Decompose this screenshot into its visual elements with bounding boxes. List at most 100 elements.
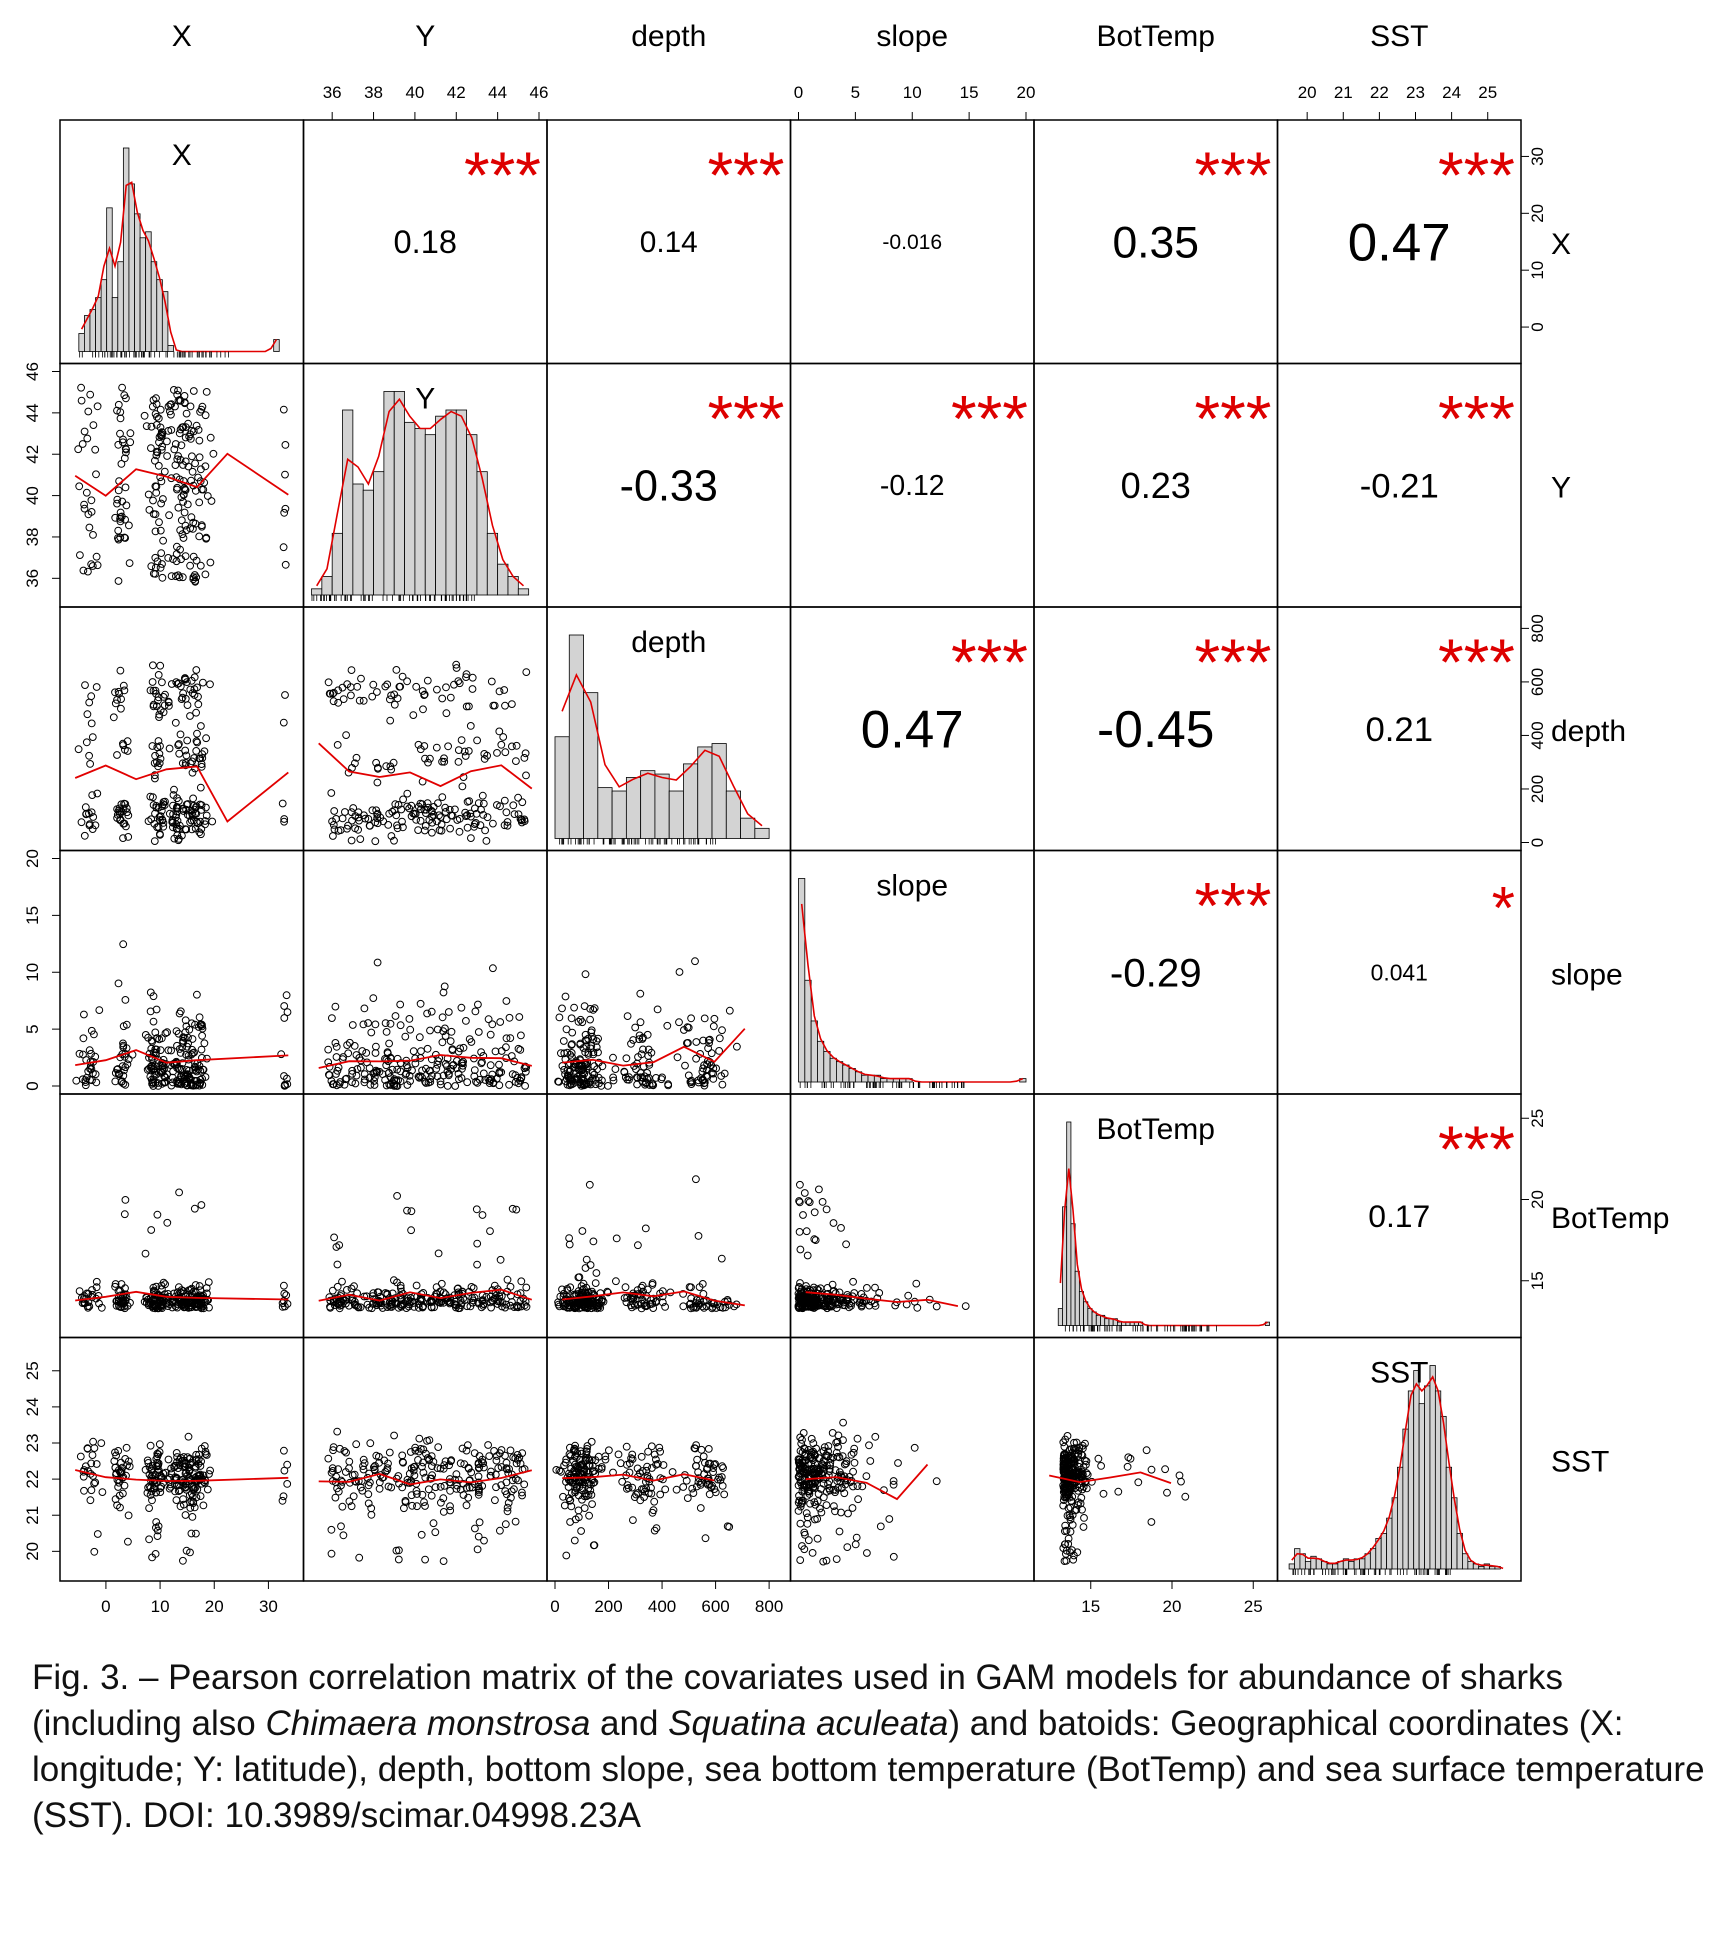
scatter-point <box>198 1081 207 1089</box>
scatter-point <box>92 470 100 479</box>
histogram-bar <box>1386 1517 1393 1570</box>
scatter-point <box>568 1028 577 1037</box>
scatter-point <box>331 1493 340 1502</box>
scatter-point <box>399 1458 408 1467</box>
scatter-point <box>520 1480 529 1489</box>
scatter-point <box>371 1049 380 1057</box>
scatter-point <box>119 681 128 690</box>
scatter-point <box>710 1014 719 1023</box>
scatter-point <box>175 749 184 758</box>
scatter-point <box>179 1500 188 1509</box>
significance-stars: *** <box>1438 138 1515 212</box>
scatter-point <box>1066 1527 1075 1536</box>
scatter-point <box>623 1075 632 1084</box>
scatter-point <box>173 455 182 464</box>
scatter-point <box>143 1489 152 1497</box>
scatter-point <box>567 1502 576 1511</box>
scatter-point <box>474 1000 482 1009</box>
scatter-point <box>365 821 374 830</box>
scatter-point <box>477 1048 486 1056</box>
scatter-point <box>141 1249 150 1258</box>
scatter-point <box>386 695 394 704</box>
panel-x-x: X <box>59 119 305 365</box>
scatter-point <box>839 1436 847 1444</box>
scatter-point <box>167 1046 176 1055</box>
scatter-point <box>394 1472 403 1480</box>
scatter-point <box>799 1429 808 1437</box>
scatter-point <box>188 452 196 461</box>
scatter-point <box>442 683 450 692</box>
scatter-point <box>438 694 447 703</box>
scatter-point <box>172 1474 181 1483</box>
scatter-point <box>185 1025 194 1034</box>
histogram-bar <box>611 790 627 839</box>
scatter-point <box>119 819 128 828</box>
scatter-point <box>462 812 471 820</box>
scatter-point <box>201 1450 210 1458</box>
histogram-bar <box>78 333 85 352</box>
scatter-point <box>362 1292 371 1301</box>
scatter-point <box>352 753 361 762</box>
scatter-point <box>111 1280 120 1288</box>
scatter-point <box>414 1456 422 1464</box>
scatter-point <box>578 1449 586 1458</box>
scatter-point <box>191 459 200 468</box>
scatter-point <box>839 1418 847 1427</box>
scatter-point <box>694 1078 703 1087</box>
scatter-point <box>840 1460 849 1469</box>
scatter-point <box>473 736 482 745</box>
scatter-point <box>191 577 200 586</box>
scatter-point <box>871 1283 879 1292</box>
scatter-point <box>694 1478 703 1486</box>
scatter-point <box>283 1460 292 1469</box>
scatter-point <box>205 1303 213 1312</box>
scatter-point <box>649 1081 658 1090</box>
scatter-point <box>350 1301 359 1309</box>
scatter-point <box>387 1303 396 1311</box>
scatter-point <box>601 1452 610 1461</box>
scatter-point <box>407 1226 416 1235</box>
scatter-point <box>188 1303 196 1311</box>
histogram-bar <box>829 1057 837 1083</box>
scatter-point <box>280 1082 289 1090</box>
scatter-point <box>407 1491 416 1500</box>
scatter-point <box>86 760 94 768</box>
scatter-point <box>609 1076 618 1085</box>
scatter-point <box>337 1522 345 1531</box>
scatter-point <box>196 783 205 792</box>
scatter-point <box>796 1292 805 1301</box>
scatter-point <box>932 1477 941 1486</box>
scatter-point <box>87 1459 96 1468</box>
scatter-point <box>163 452 172 460</box>
scatter-point <box>370 1081 379 1089</box>
scatter-point <box>709 1464 718 1472</box>
scatter-point <box>518 1488 526 1497</box>
scatter-point <box>656 1490 665 1499</box>
scatter-point <box>876 1522 885 1531</box>
histogram-bar <box>817 1040 825 1083</box>
histogram-bar <box>823 1051 831 1083</box>
scatter-point <box>189 387 198 395</box>
scatter-point <box>467 834 475 842</box>
scatter-point <box>582 1455 591 1464</box>
scatter-point <box>324 678 333 687</box>
scatter-point <box>147 562 156 571</box>
scatter-point <box>819 1447 828 1455</box>
scatter-point <box>392 666 401 674</box>
scatter-point <box>643 1462 651 1471</box>
scatter-point <box>817 1485 825 1493</box>
left-tick-label: 15 <box>23 906 42 925</box>
scatter-point <box>90 1444 99 1452</box>
left-tick-label: 24 <box>23 1397 42 1416</box>
scatter-point <box>587 1437 596 1446</box>
scatter-point <box>387 1300 396 1308</box>
scatter-point <box>391 800 400 809</box>
scatter-point <box>1079 1482 1088 1491</box>
scatter-point <box>418 687 427 695</box>
scatter-point <box>121 483 130 492</box>
scatter-point <box>612 1277 620 1286</box>
scatter-point <box>592 1037 601 1045</box>
scatter-point <box>522 1283 531 1292</box>
scatter-point <box>645 1061 654 1069</box>
scatter-point <box>159 1298 167 1306</box>
